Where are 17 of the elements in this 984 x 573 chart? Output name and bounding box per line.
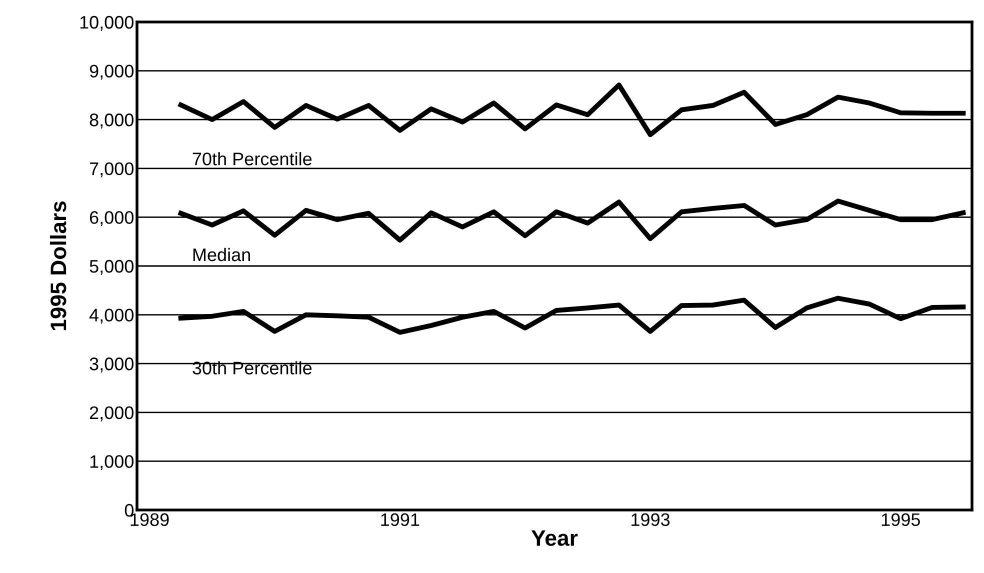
x-tick-label: 1993 [632, 513, 670, 526]
text: 70th Percentile [192, 152, 312, 166]
y-tick-label: 8,000 [90, 114, 134, 128]
y-tick-label: 10,000 [80, 16, 134, 31]
series-label: Median [193, 248, 250, 262]
y-tick-label: 5,000 [90, 260, 134, 275]
y-tick-label: 3,000 [90, 358, 134, 372]
x-tick-label: 1991 [381, 513, 420, 526]
y-tick-label: 4,000 [89, 308, 134, 324]
y-tick-label: 7,000 [90, 162, 134, 178]
x-axis-title: Year [531, 530, 578, 546]
y-axis-title: 1995 Dollars [50, 201, 66, 330]
y-tick-label: 6,000 [90, 211, 134, 226]
y-tick-label: 1,000 [90, 455, 134, 470]
x-tick-label: 1995 [882, 513, 920, 526]
y-tick-label: 2,000 [90, 406, 134, 422]
y-tick-label: 9,000 [90, 64, 134, 80]
